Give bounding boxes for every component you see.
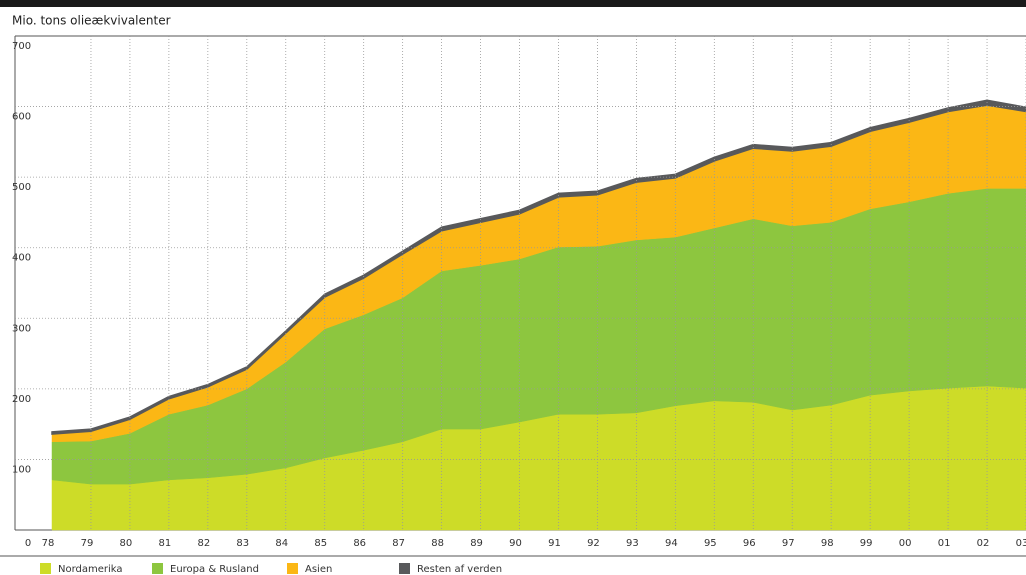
y-tick-label: 400 xyxy=(12,253,31,264)
x-tick-label: 01 xyxy=(938,538,951,549)
x-tick-label: 82 xyxy=(197,538,210,549)
x-tick-label: 89 xyxy=(470,538,483,549)
x-tick-label: 79 xyxy=(81,538,94,549)
x-tick-label: 80 xyxy=(120,538,133,549)
x-tick-label: 99 xyxy=(860,538,873,549)
x-tick-label: 93 xyxy=(626,538,639,549)
grid xyxy=(15,36,1026,530)
legend-swatch xyxy=(399,563,410,574)
x-tick-label: 85 xyxy=(314,538,327,549)
legend-swatch xyxy=(40,563,51,574)
x-tick-label: 81 xyxy=(159,538,172,549)
y-tick-label: 0 xyxy=(25,538,31,549)
x-tick-label: 00 xyxy=(899,538,912,549)
y-tick-label: 200 xyxy=(12,394,31,405)
x-tick-label: 83 xyxy=(236,538,249,549)
x-tick-label: 78 xyxy=(42,538,55,549)
legend-label: Europa & Rusland xyxy=(170,564,259,575)
y-tick-label: 500 xyxy=(12,182,31,193)
x-tick-label: 95 xyxy=(704,538,717,549)
x-tick-label: 96 xyxy=(743,538,756,549)
x-tick-label: 91 xyxy=(548,538,561,549)
x-tick-label: 94 xyxy=(665,538,678,549)
x-tick-label: 88 xyxy=(431,538,444,549)
x-tick-label: 03 xyxy=(1016,538,1026,549)
legend-label: Resten af verden xyxy=(417,564,502,575)
x-tick-label: 84 xyxy=(275,538,288,549)
x-tick-label: 02 xyxy=(977,538,990,549)
y-tick-label: 100 xyxy=(12,464,31,475)
y-tick-label: 600 xyxy=(12,112,31,123)
x-tick-label: 90 xyxy=(509,538,522,549)
chart-title: Mio. tons olieækvivalenter xyxy=(12,14,171,28)
legend-swatch xyxy=(152,563,163,574)
legend-swatch xyxy=(287,563,298,574)
y-tick-label: 700 xyxy=(12,41,31,52)
legend-label: Nordamerika xyxy=(58,564,123,575)
x-tick-label: 97 xyxy=(782,538,795,549)
legend-label: Asien xyxy=(305,564,332,575)
x-tick-label: 98 xyxy=(821,538,834,549)
top-bar xyxy=(0,0,1026,7)
x-tick-label: 86 xyxy=(353,538,366,549)
x-tick-label: 87 xyxy=(392,538,405,549)
y-tick-label: 300 xyxy=(12,323,31,334)
area xyxy=(51,99,1026,435)
x-tick-label: 92 xyxy=(587,538,600,549)
